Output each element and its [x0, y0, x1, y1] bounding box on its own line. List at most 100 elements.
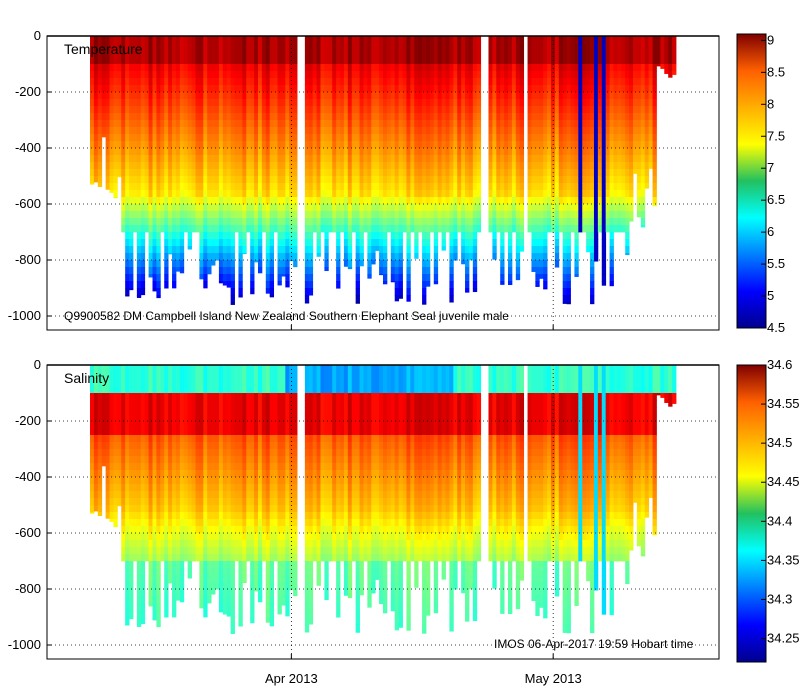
- heatmap-cell: [336, 71, 341, 79]
- heatmap-cell: [402, 43, 407, 51]
- heatmap-cell: [500, 148, 505, 156]
- heatmap-cell: [390, 127, 396, 135]
- heatmap-cell: [609, 253, 614, 261]
- heatmap-cell: [371, 204, 376, 212]
- heatmap-cell: [562, 183, 568, 191]
- heatmap-cell: [265, 127, 271, 135]
- heatmap-cell: [129, 589, 134, 597]
- heatmap-cell: [129, 526, 134, 534]
- heatmap-cell: [621, 211, 626, 219]
- heatmap-cell: [90, 106, 95, 114]
- heatmap-cell: [355, 239, 360, 247]
- heatmap-cell: [519, 36, 525, 44]
- heatmap-cell: [539, 99, 544, 107]
- heatmap-cell: [230, 218, 235, 226]
- heatmap-cell: [215, 71, 220, 79]
- heatmap-cell: [468, 141, 474, 149]
- heatmap-cell: [347, 197, 353, 205]
- heatmap-cell: [203, 141, 208, 149]
- heatmap-cell: [183, 36, 189, 44]
- heatmap-cell: [211, 260, 216, 266]
- heatmap-cell: [336, 218, 341, 226]
- heatmap-cell: [519, 92, 525, 100]
- heatmap-cell: [90, 43, 95, 51]
- heatmap-cell: [125, 435, 130, 443]
- heatmap-cell: [257, 92, 263, 100]
- heatmap-cell: [586, 148, 591, 156]
- heatmap-cell: [285, 183, 290, 191]
- heatmap-cell: [375, 43, 380, 51]
- heatmap-cell: [543, 218, 548, 226]
- heatmap-cell: [242, 148, 247, 156]
- heatmap-cell: [539, 106, 544, 114]
- heatmap-cell: [117, 470, 122, 478]
- heatmap-cell: [449, 183, 454, 191]
- heatmap-cell: [203, 127, 208, 135]
- heatmap-cell: [175, 141, 181, 149]
- heatmap-cell: [386, 36, 392, 44]
- heatmap-cell: [437, 92, 442, 100]
- heatmap-cell: [136, 512, 142, 520]
- heatmap-cell: [449, 134, 454, 142]
- heatmap-cell: [601, 57, 607, 65]
- heatmap-cell: [402, 71, 407, 79]
- heatmap-cell: [203, 253, 208, 261]
- heatmap-cell: [285, 43, 290, 51]
- heatmap-cell: [168, 36, 173, 44]
- heatmap-cell: [550, 134, 556, 142]
- heatmap-cell: [93, 134, 99, 142]
- heatmap-cell: [289, 50, 294, 58]
- heatmap-cell: [132, 190, 138, 198]
- heatmap-cell: [293, 155, 298, 163]
- heatmap-cell: [97, 435, 103, 443]
- heatmap-cell: [476, 148, 482, 156]
- heatmap-cell: [203, 218, 208, 226]
- heatmap-cell: [211, 183, 216, 191]
- heatmap-cell: [343, 127, 349, 135]
- heatmap-cell: [644, 106, 650, 114]
- colorbar-tick-label: 8.5: [767, 64, 785, 79]
- heatmap-cell: [625, 155, 630, 163]
- heatmap-cell: [113, 43, 118, 51]
- heatmap-cell: [593, 127, 599, 135]
- heatmap-cell: [347, 127, 353, 135]
- heatmap-cell: [117, 379, 122, 387]
- heatmap-cell: [383, 43, 388, 51]
- heatmap-cell: [539, 162, 544, 170]
- heatmap-cell: [211, 57, 216, 65]
- heatmap-cell: [562, 106, 568, 114]
- heatmap-cell: [304, 85, 310, 93]
- heatmap-cell: [152, 498, 157, 506]
- heatmap-cell: [90, 64, 95, 72]
- heatmap-cell: [504, 78, 509, 86]
- heatmap-cell: [476, 176, 482, 184]
- heatmap-cell: [140, 456, 146, 464]
- heatmap-cell: [535, 218, 540, 226]
- heatmap-cell: [211, 246, 216, 254]
- heatmap-cell: [230, 190, 235, 198]
- heatmap-cell: [144, 554, 149, 562]
- heatmap-cell: [601, 43, 607, 51]
- heatmap-cell: [172, 71, 177, 79]
- heatmap-cell: [543, 155, 548, 163]
- heatmap-cell: [558, 183, 564, 191]
- heatmap-cell: [121, 449, 126, 457]
- heatmap-cell: [531, 218, 536, 226]
- heatmap-cell: [222, 36, 228, 44]
- heatmap-cell: [250, 43, 255, 51]
- heatmap-cell: [168, 141, 173, 149]
- heatmap-cell: [617, 64, 622, 72]
- heatmap-cell: [383, 239, 388, 247]
- heatmap-cell: [465, 288, 470, 293]
- heatmap-cell: [140, 141, 146, 149]
- heatmap-cell: [578, 64, 583, 72]
- heatmap-cell: [379, 253, 384, 261]
- heatmap-cell: [289, 43, 294, 51]
- heatmap-cell: [226, 148, 232, 156]
- heatmap-cell: [121, 554, 126, 562]
- heatmap-cell: [125, 624, 130, 626]
- heatmap-cell: [578, 197, 583, 205]
- heatmap-cell: [515, 274, 521, 281]
- temperature-plot-frame: [46, 35, 720, 331]
- heatmap-cell: [453, 176, 458, 184]
